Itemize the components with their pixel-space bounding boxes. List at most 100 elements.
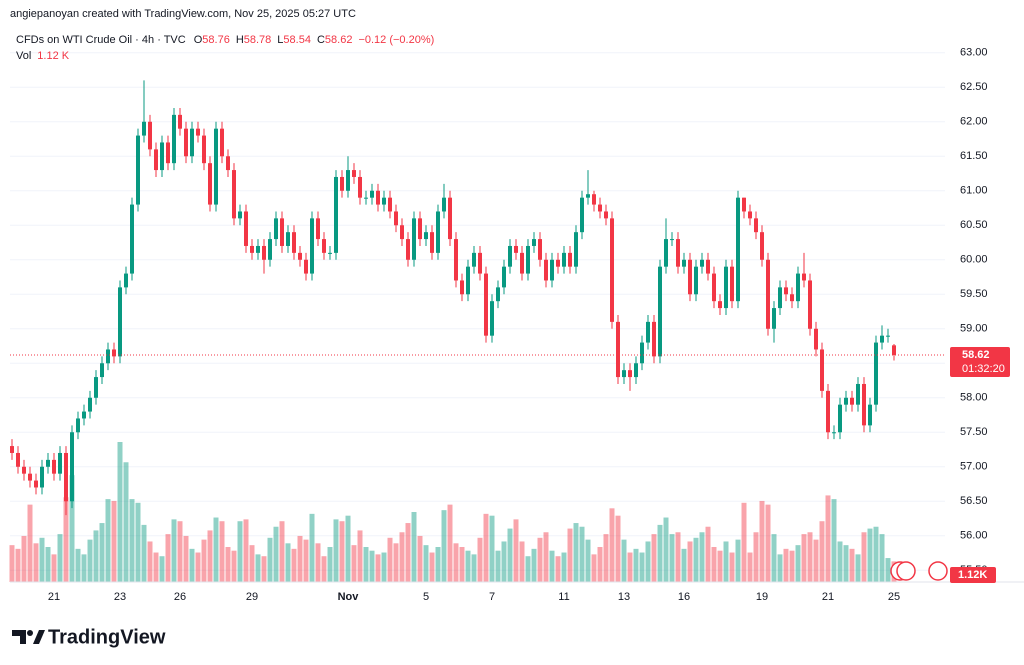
legend-text: CFDs on WTI Crude Oil · 4h · TVC (16, 34, 186, 46)
volume-bar (489, 515, 495, 582)
candle-body (580, 197, 584, 233)
volume-bar (591, 554, 597, 582)
candle-body (820, 349, 824, 391)
candle-body (262, 245, 266, 260)
volume-bar (753, 532, 759, 582)
candle-body (730, 266, 734, 302)
candle-body (550, 259, 554, 281)
volume-bar (225, 547, 231, 582)
volume-bar (705, 526, 711, 582)
volume-bar (357, 530, 363, 582)
volume-bar (711, 547, 717, 582)
volume-bar (39, 537, 45, 582)
volume-bar (417, 535, 423, 582)
volume-bar (327, 547, 333, 582)
x-tick-label: 21 (822, 591, 834, 603)
candle-body (844, 397, 848, 405)
candle-body (322, 239, 326, 253)
volume-bar (471, 554, 477, 582)
candle-body (292, 232, 296, 253)
volume-bar (477, 537, 483, 582)
volume-bar (177, 521, 183, 582)
volume-bar (459, 547, 465, 582)
volume-bar (837, 541, 843, 582)
volume-bar (57, 534, 63, 582)
candle-body (790, 294, 794, 302)
volume-bar (519, 541, 525, 582)
volume-bar (165, 534, 171, 582)
volume-bar (789, 550, 795, 582)
legend-text: Vol (16, 50, 31, 62)
candle-body (574, 232, 578, 267)
candle-body (562, 252, 566, 267)
volume-bar (387, 537, 393, 582)
volume-bar (45, 547, 51, 582)
candle-body (748, 211, 752, 219)
candle-body (490, 301, 494, 336)
volume-bar (747, 552, 753, 582)
candle-body (208, 163, 212, 205)
volume-bar (645, 541, 651, 582)
candle-body (202, 135, 206, 164)
candle-body (184, 128, 188, 157)
volume-bar (21, 535, 27, 582)
volume-bar (543, 532, 549, 582)
volume-bar (675, 532, 681, 582)
volume-bar (495, 550, 501, 582)
candle-body (82, 411, 86, 419)
volume-bar (399, 532, 405, 582)
y-tick-label: 59.50 (960, 288, 988, 300)
volume-bar (663, 517, 669, 582)
candle-body (718, 301, 722, 309)
candle-body (148, 121, 152, 150)
volume-bar (825, 495, 831, 582)
volume-bar (657, 524, 663, 582)
volume-bar (63, 497, 69, 582)
candle-body (388, 197, 392, 212)
candle-body (520, 252, 524, 274)
volume-bar (351, 545, 357, 582)
y-tick-label: 56.00 (960, 530, 988, 542)
candle-body (70, 432, 74, 502)
caption: angiepanoyan created with TradingView.co… (10, 8, 356, 20)
candle-body (112, 349, 116, 357)
volume-bar (669, 534, 675, 582)
candle-body (508, 245, 512, 267)
candle-body (256, 245, 260, 253)
y-tick-label: 57.00 (960, 461, 988, 473)
volume-bar (525, 556, 531, 582)
candle-body (880, 335, 884, 343)
volume-bar (405, 523, 411, 582)
candle-body (280, 218, 284, 246)
volume-bar (873, 526, 879, 582)
candle-body (250, 245, 254, 253)
candle-body (544, 259, 548, 281)
candle-body (142, 121, 146, 136)
candle-body (370, 190, 374, 198)
candle-body (862, 383, 866, 426)
y-tick-label: 56.50 (960, 495, 988, 507)
candle-body (94, 377, 98, 398)
candle-body (460, 280, 464, 295)
volume-bar (333, 519, 339, 582)
candle-body (40, 466, 44, 488)
candle-body (592, 194, 596, 205)
volume-bar (795, 545, 801, 582)
volume-bar (777, 554, 783, 582)
candle-body (670, 239, 674, 241)
candle-body (886, 335, 890, 337)
candle-body (298, 252, 302, 260)
candle-body (136, 135, 140, 205)
volume-bar (201, 539, 207, 582)
legend-text: 1.12 K (37, 50, 69, 62)
volume-bar (765, 504, 771, 582)
volume-bar (183, 535, 189, 582)
volume-bar (279, 521, 285, 582)
legend-text: H (236, 34, 244, 46)
volume-bar (105, 499, 111, 582)
y-tick-label: 62.00 (960, 116, 988, 128)
candle-body (22, 466, 26, 474)
volume-bar (141, 524, 147, 582)
volume-bar (321, 556, 327, 582)
